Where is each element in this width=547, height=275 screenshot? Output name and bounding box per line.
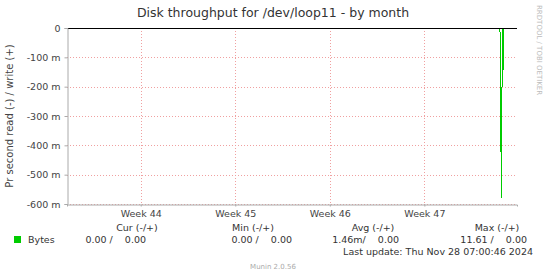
y-tick: -500 m [27,169,68,180]
y-axis-title: Pr second read (-) / write (+) [4,44,15,187]
y-axis-line [65,29,69,205]
y-tick: 0 [54,23,67,34]
grid-line [330,28,331,204]
background [0,0,547,275]
x-tick: Week 45 [215,205,256,220]
y-tick-mark [65,57,68,58]
grid-line [424,28,425,204]
y-tick-label: -300 m [27,111,61,122]
y-tick: -400 m [27,140,68,151]
y-tick-mark [65,87,68,88]
x-axis: Week 44 Week 45 Week 46 Week 47 [68,205,518,220]
stat-value: 0.00 / 0.00 [85,234,146,245]
plot-marks [67,28,505,198]
stat-value: 11.61 / 0.00 [460,234,527,245]
grid-line [67,28,517,29]
x-tick-mark [141,205,142,207]
x-tick-mark [330,205,331,207]
x-tick: Week 44 [121,205,162,220]
y-tick-mark [65,175,68,176]
y-tick-label: -200 m [27,81,61,92]
stat-header: Avg (-/+) [352,222,395,233]
x-tick-mark [235,205,236,207]
y-tick: -200 m [27,81,68,92]
x-tick-label: Week 45 [215,208,256,219]
y-tick-label: -100 m [27,52,61,63]
title: Disk throughput for /dev/loop11 - by mon… [137,5,409,20]
stat-header: Min (-/+) [232,222,274,233]
x-tick-label: Week 47 [404,208,445,219]
legend-swatch [14,236,21,243]
grid-line [235,28,236,204]
grid [67,28,517,205]
y-tick-mark [65,116,68,117]
plot-area [67,28,517,204]
stat-header: Cur (-/+) [116,222,158,233]
x-axis-line [68,205,518,207]
stat-header: Max (-/+) [475,222,520,233]
x-tick-mark [424,205,425,207]
y-axis: -600 m -500 m -400 m -300 m -200 m -100 m 0 [27,23,68,210]
grid-line [67,145,517,146]
y-tick: -100 m [27,52,68,63]
side-text: RRDTOOL / TOBI OETIKER [535,5,543,95]
y-tick: -600 m [27,199,68,210]
grid-line [67,175,517,176]
frame-line [67,28,517,29]
stat-value: 1.46m/ 0.00 [332,234,399,245]
legend: Bytes Cur (-/+) Min (-/+) Avg (-/+) Max (-/+… [14,222,527,245]
y-tick-mark [65,28,68,29]
grid-line [67,87,517,88]
y-tick-mark [65,145,68,146]
x-tick: Week 46 [310,205,351,220]
legend-label: Bytes [28,234,55,245]
grid-line [67,116,517,117]
y-tick-label: -500 m [27,169,61,180]
x-tick-label: Week 46 [310,208,351,219]
stat-value: 0.00 / 0.00 [231,234,292,245]
last-update: Last update: Thu Nov 28 07:00:46 2024 [343,246,533,257]
series-line [67,28,505,198]
footer: Munin 2.0.56 [250,263,296,271]
y-tick: -300 m [27,111,68,122]
x-tick: Week 47 [404,205,445,220]
y-tick-label: -600 m [27,199,61,210]
y-tick-label: -400 m [27,140,61,151]
grid-line [141,28,142,204]
x-tick-label: Week 44 [121,208,162,219]
y-tick-label: 0 [54,23,60,34]
chart: -600 m -500 m -400 m -300 m -200 m -100 m 0 Wee… [0,0,547,275]
grid-line [67,57,517,58]
